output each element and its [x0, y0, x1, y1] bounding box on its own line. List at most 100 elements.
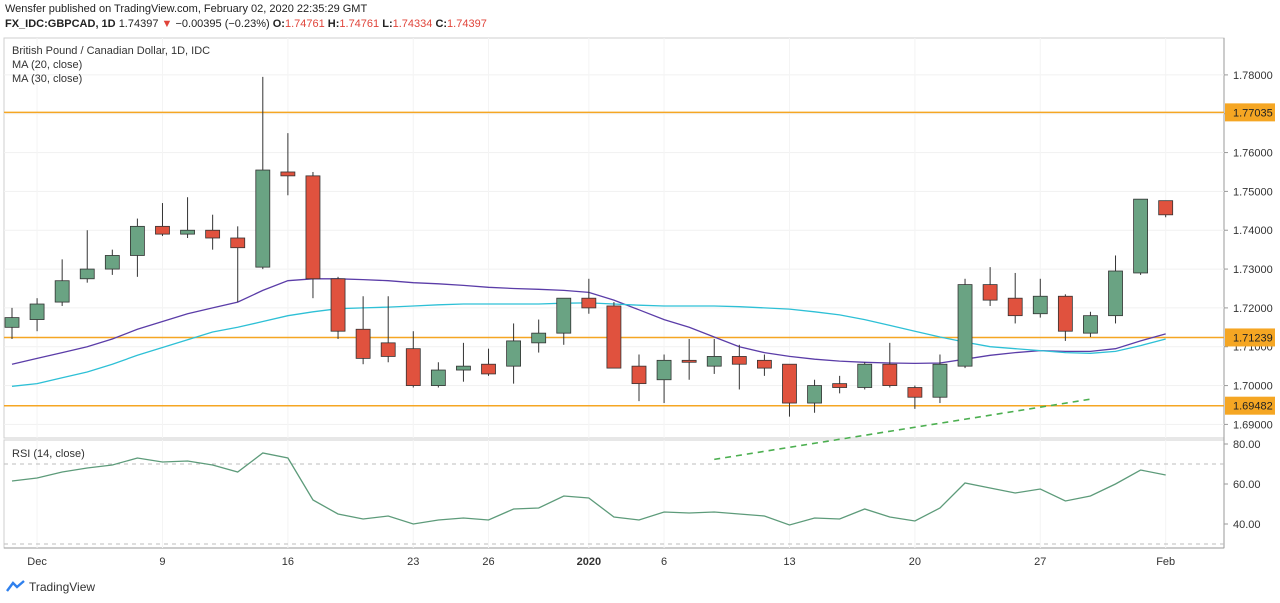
candle-body	[1032, 295, 1048, 315]
candle-body	[982, 284, 998, 301]
price-tick-label: 1.69000	[1233, 419, 1273, 431]
time-tick-label: 16	[282, 556, 294, 568]
rsi-tick-label: 60.00	[1233, 479, 1261, 491]
candle-body	[757, 359, 772, 369]
tradingview-logo-icon	[6, 580, 26, 595]
candle-body	[957, 284, 973, 367]
level-price-label: 1.69482	[1233, 401, 1273, 413]
candle-body	[506, 340, 522, 367]
candle-body	[857, 363, 873, 388]
price-pane-frame	[3, 37, 1225, 439]
candle-body	[581, 297, 597, 309]
candle-body	[79, 268, 95, 280]
level-price-label: 1.77035	[1233, 107, 1273, 119]
time-tick-label: 23	[407, 556, 419, 568]
candle-body	[556, 297, 572, 334]
candle-body	[731, 356, 747, 365]
change-arrow-icon: ▼	[161, 18, 173, 30]
candle-body	[305, 175, 321, 280]
candle-body	[230, 237, 246, 249]
rsi-tick-label: 40.00	[1233, 519, 1261, 531]
candle-body	[1133, 198, 1148, 274]
candle-body	[807, 385, 822, 404]
candle-body	[4, 317, 20, 328]
candle-body	[481, 363, 496, 375]
brand-name: TradingView	[29, 580, 96, 594]
candle-body	[606, 305, 622, 369]
price-tick-label: 1.76000	[1233, 148, 1273, 160]
rsi-pane-frame	[3, 439, 1225, 549]
candle-body	[54, 280, 70, 303]
candle-body	[907, 387, 923, 398]
low-label: L:	[382, 18, 393, 30]
high-label: H:	[327, 18, 340, 30]
low-value: 1.74334	[392, 18, 433, 30]
rsi-tick-label: 80.00	[1233, 439, 1261, 451]
symbol-quote-line: FX_IDC:GBPCAD, 1D 1.74397 ▼ −0.00395 (−0…	[5, 18, 487, 30]
time-tick-label: 6	[661, 556, 667, 568]
candle-body	[656, 359, 672, 381]
candle-body	[129, 225, 145, 256]
last-price: 1.74397	[118, 18, 159, 30]
high-value: 1.74761	[339, 18, 380, 30]
time-tick-label: 27	[1034, 556, 1046, 568]
rsi-line	[11, 452, 1166, 526]
candle-body	[706, 356, 722, 367]
level-price-badge	[1225, 328, 1275, 347]
candle-body	[1007, 297, 1023, 317]
level-price-badge	[1225, 103, 1275, 122]
price-tick-label: 1.70000	[1233, 381, 1273, 393]
candle-body	[882, 363, 898, 386]
open-value: 1.74761	[284, 18, 325, 30]
candle-body	[180, 229, 195, 235]
chart-title: British Pound / Canadian Dollar, 1D, IDC	[12, 45, 211, 57]
candle-body	[355, 328, 371, 359]
candle-body	[430, 369, 446, 386]
close-label: C:	[435, 18, 448, 30]
open-label: O:	[272, 18, 285, 30]
candle-body	[782, 363, 797, 404]
candle-body	[380, 342, 396, 357]
price-change: −0.00395 (−0.23%)	[175, 18, 270, 30]
candle-body	[456, 365, 471, 371]
time-tick-label: 9	[159, 556, 165, 568]
footer[interactable]: TradingView	[6, 580, 95, 595]
candle-body	[1057, 295, 1073, 332]
price-tick-label: 1.74000	[1233, 225, 1273, 237]
candle-body	[1158, 200, 1174, 216]
candle-body	[29, 303, 45, 320]
time-tick-label: 2020	[577, 556, 601, 568]
close-value: 1.74397	[447, 18, 487, 30]
candle-body	[205, 229, 221, 239]
candle-body	[631, 365, 647, 385]
candle-body	[1083, 315, 1098, 334]
candle-body	[155, 225, 170, 235]
support-trendline	[714, 398, 1091, 461]
candle-body	[681, 359, 697, 363]
time-tick-label: 26	[482, 556, 494, 568]
price-tick-label: 1.72000	[1233, 303, 1273, 315]
time-tick-label: Feb	[1156, 556, 1175, 568]
symbol-label: FX_IDC:GBPCAD, 1D	[5, 18, 116, 30]
candle-body	[531, 332, 547, 344]
level-price-badge	[1225, 396, 1275, 415]
rsi-legend: RSI (14, close)	[12, 448, 85, 460]
publisher-line: Wensfer published on TradingView.com, Fe…	[5, 3, 368, 15]
time-tick-label: Dec	[27, 556, 47, 568]
ma30-legend: MA (30, close)	[12, 73, 83, 85]
candle-body	[255, 169, 271, 268]
level-price-label: 1.71239	[1233, 332, 1273, 344]
time-tick-label: 20	[909, 556, 921, 568]
candle-body	[280, 171, 296, 177]
candle-body	[1108, 270, 1123, 317]
candle-body	[405, 348, 421, 386]
candle-body	[832, 383, 848, 388]
ma20-legend: MA (20, close)	[12, 59, 83, 71]
candle-body	[330, 278, 346, 332]
candle-body	[932, 363, 948, 398]
price-tick-label: 1.73000	[1233, 264, 1273, 276]
time-tick-label: 13	[783, 556, 795, 568]
price-tick-label: 1.75000	[1233, 186, 1273, 198]
price-tick-label: 1.78000	[1233, 70, 1273, 82]
